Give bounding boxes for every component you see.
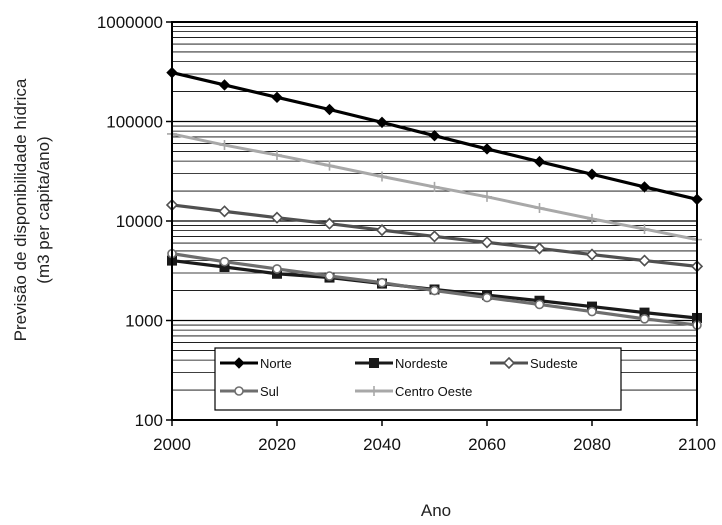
data-point-norte [533,155,546,168]
data-point-sudeste [218,205,231,218]
data-point-sul [429,285,440,296]
data-point-sudeste [533,242,546,255]
x-tick-label: 2000 [153,435,191,454]
data-point-sul [272,264,282,274]
data-point-centro-oeste [534,203,545,214]
y-tick-labels: 100 1000 10000 100000 1000000 [97,13,172,430]
data-point-sul [324,271,335,281]
data-point-centro-oeste [324,160,335,171]
data-point-sul [377,277,387,288]
legend-item-nordeste: Nordeste [355,356,448,371]
data-point-sudeste [638,254,651,267]
legend: Norte Nordeste Sudeste Sul Centro Oeste [214,347,622,411]
legend-marker [369,386,379,396]
data-point-sudeste [428,230,441,243]
y-tick-label: 1000 [125,312,163,331]
data-point-centro-oeste [272,150,282,161]
data-point-sul [639,314,650,324]
legend-item-norte: Norte [220,356,292,371]
legend-label: Nordeste [395,356,448,371]
series-norte [166,66,703,206]
data-point-norte [376,116,388,129]
data-point-sudeste [270,211,284,224]
series-sudeste [165,198,704,273]
y-tick-label: 100000 [106,113,163,132]
legend-box [214,347,622,411]
x-tick-label: 2060 [468,435,506,454]
data-point-centro-oeste [587,213,597,224]
legend-label: Sudeste [530,356,578,371]
data-point-sul [482,292,492,303]
data-point-sul [219,256,230,267]
y-axis-title-line-1: Previsão de disponibilidade hídrica [11,78,30,341]
x-tick-labels: 2000 2020 2040 2060 2080 2100 [153,420,716,454]
data-point-norte [586,168,598,180]
data-point-sudeste [585,248,599,261]
data-point-centro-oeste [639,224,650,235]
grid-lines [172,26,697,391]
y-tick-label: 1000000 [97,13,163,32]
x-tick-label: 2080 [573,435,611,454]
legend-item-centro-oeste: Centro Oeste [355,384,472,399]
series-sul [167,248,702,330]
legend-label: Sul [260,384,279,399]
legend-item-sudeste: Sudeste [490,356,578,371]
data-point-norte [428,129,441,142]
x-tick-label: 2100 [678,435,716,454]
y-tick-label: 10000 [116,212,163,231]
data-point-sudeste [375,223,389,237]
legend-marker [234,386,244,396]
legend-marker [233,357,245,369]
data-point-centro-oeste [377,171,387,182]
data-point-norte [481,143,493,155]
data-point-centro-oeste [482,191,492,202]
data-point-centro-oeste [429,181,440,192]
legend-label: Centro Oeste [395,384,472,399]
legend-marker [502,356,516,370]
x-axis-title: Ano [421,501,451,520]
legend-label: Norte [260,356,292,371]
data-point-sudeste [323,217,336,230]
data-point-sudeste [480,236,494,249]
x-tick-label: 2020 [258,435,296,454]
data-point-sul [587,306,597,317]
legend-item-sul: Sul [220,384,279,399]
y-tick-label: 100 [135,411,163,430]
data-point-norte [218,79,231,91]
legend-marker [369,358,379,368]
series-centro-oeste [167,128,702,245]
data-point-norte [638,181,651,193]
data-point-centro-oeste [219,140,230,151]
data-point-norte [323,103,336,116]
data-point-sul [534,299,545,310]
series-layer [165,66,704,330]
x-tick-label: 2040 [363,435,401,454]
y-axis-title-line-2: (m3 per capita/ano) [34,136,53,283]
data-point-norte [271,91,283,104]
